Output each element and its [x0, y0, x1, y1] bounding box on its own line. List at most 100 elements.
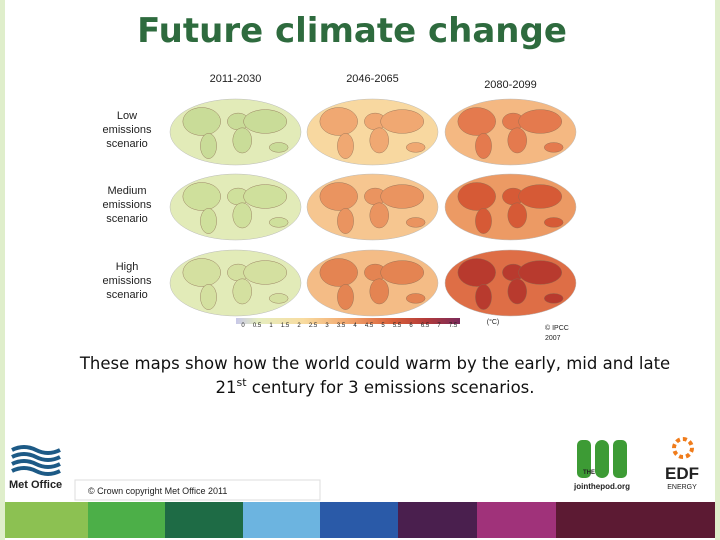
logo-url: jointhepod.org: [573, 482, 630, 491]
map-land: [319, 182, 358, 211]
row-label: emissions: [103, 124, 152, 136]
map-land: [544, 293, 564, 304]
map-land: [544, 142, 564, 153]
colorbar-label: 1: [269, 323, 273, 329]
left-border: [0, 0, 5, 540]
map-land: [475, 284, 492, 310]
map-land: [369, 202, 389, 229]
map-land: [457, 258, 496, 287]
strip: [477, 502, 556, 538]
edf-logo: EDF ENERGY: [665, 437, 699, 491]
logo-text: THE: [583, 470, 595, 476]
logo-sun: [672, 437, 694, 459]
row-label: scenario: [106, 289, 148, 301]
logo-waves: [11, 445, 61, 476]
row-label: emissions: [103, 199, 152, 211]
map-land: [200, 208, 217, 234]
pod-logo: THE jointhepod.org: [573, 440, 630, 491]
column-label: 2011-2030: [210, 73, 262, 85]
right-border: [715, 0, 720, 540]
colorbar-label: 7: [437, 323, 441, 329]
colorbar-label: 4: [353, 323, 357, 329]
logo-shape: [577, 440, 591, 478]
row-label: Medium: [107, 185, 146, 197]
map-land: [182, 258, 221, 287]
row-label: scenario: [106, 138, 148, 150]
map-land: [182, 107, 221, 136]
colorbar-label: 3.5: [337, 323, 346, 329]
title: Future climate change: [137, 11, 567, 51]
map-land: [475, 133, 492, 159]
logo-shape: [595, 440, 609, 478]
map-land: [475, 208, 492, 234]
map-land: [337, 284, 354, 310]
map-land: [232, 202, 252, 229]
strip: [243, 502, 320, 538]
caption-line: 21st century for 3 emissions scenarios.: [215, 376, 534, 397]
logo-shape: [613, 440, 627, 478]
map-land: [380, 184, 425, 209]
metoffice-logo: Met Office: [9, 443, 62, 491]
map-land: [319, 107, 358, 136]
logo-text: ENERGY: [667, 484, 697, 491]
logo-text: Met Office: [9, 479, 62, 491]
strip: [398, 502, 477, 538]
map-land: [380, 260, 425, 285]
map-land: [406, 142, 426, 153]
map-land: [337, 133, 354, 159]
map-land: [182, 182, 221, 211]
map-land: [406, 293, 426, 304]
map-land: [518, 260, 563, 285]
copyright: © Crown copyright Met Office 2011: [88, 486, 227, 496]
map-land: [243, 260, 288, 285]
colorbar-label: 6: [409, 323, 413, 329]
map-land: [369, 127, 389, 154]
strip: [88, 502, 165, 538]
map-land: [319, 258, 358, 287]
colorbar-label: 2: [297, 323, 301, 329]
map-land: [200, 284, 217, 310]
colorbar: [236, 318, 460, 324]
map-land: [369, 278, 389, 305]
caption-text: 21: [215, 378, 236, 397]
colorbar-label: 4.5: [365, 323, 374, 329]
row-label: emissions: [103, 275, 152, 287]
colorbar-label: 0.5: [253, 323, 262, 329]
row-label: Low: [117, 110, 137, 122]
caption-text: century for 3 emissions scenarios.: [247, 378, 535, 397]
map-land: [232, 278, 252, 305]
caption-line: These maps show how the world could warm…: [79, 354, 670, 373]
colorbar-unit: (°C): [487, 318, 500, 326]
map-land: [243, 109, 288, 134]
row-label: High: [116, 261, 139, 273]
map-land: [269, 217, 289, 228]
map-land: [507, 202, 527, 229]
colorbar-label: 6.5: [421, 323, 430, 329]
color-strip: [5, 502, 715, 538]
colorbar-label: 3: [325, 323, 329, 329]
map-land: [406, 217, 426, 228]
map-land: [200, 133, 217, 159]
credit: 2007: [545, 335, 561, 342]
map-land: [380, 109, 425, 134]
map-land: [518, 184, 563, 209]
colorbar-label: 2.5: [309, 323, 318, 329]
map-land: [507, 127, 527, 154]
map-land: [337, 208, 354, 234]
colorbar-label: 5.5: [393, 323, 402, 329]
colorbar-label: 5: [381, 323, 385, 329]
map-land: [544, 217, 564, 228]
map-land: [457, 182, 496, 211]
map-land: [518, 109, 563, 134]
strip: [5, 502, 88, 538]
strip: [556, 502, 715, 538]
map-land: [269, 142, 289, 153]
row-label: scenario: [106, 213, 148, 225]
map-land: [243, 184, 288, 209]
map-land: [269, 293, 289, 304]
map-land: [507, 278, 527, 305]
column-label: 2080-2099: [484, 79, 537, 91]
logo-text: EDF: [665, 464, 699, 483]
column-label: 2046-2065: [346, 73, 399, 85]
